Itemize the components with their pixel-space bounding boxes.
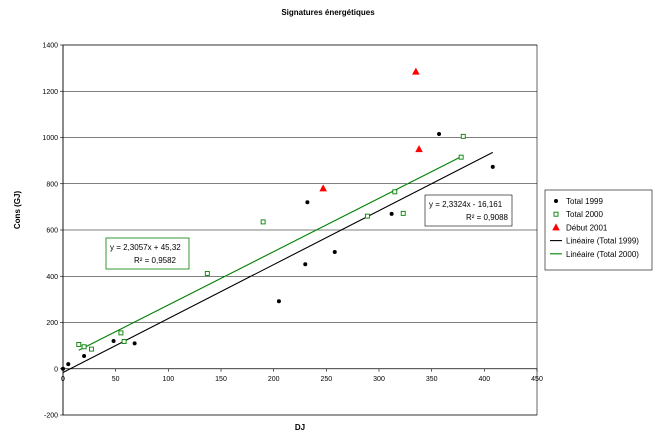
r-squared-1999: R² = 0,9088: [466, 213, 509, 222]
data-point: [121, 339, 127, 344]
data-point: [437, 132, 442, 137]
legend-entry: Linéaire (Total 2000): [566, 250, 639, 259]
legend-entry: Total 1999: [566, 197, 603, 206]
y-tick-label: 1200: [42, 89, 58, 96]
x-tick-label: 350: [426, 376, 438, 383]
data-point: [332, 249, 337, 254]
data-point: [118, 330, 124, 336]
x-axis-ticks: 0 50 100 150 200 250 300 350 400 450: [61, 368, 543, 383]
equation-2000: y = 2,3057x + 45,32: [110, 243, 181, 252]
y-tick-label: 600: [46, 228, 58, 235]
y-axis-ticks: -200 0 200 400 600 800 1000 1200 1400: [42, 43, 63, 420]
data-point: [490, 164, 495, 169]
r-squared-2000: R² = 0,9582: [134, 256, 177, 265]
x-tick-label: 200: [268, 376, 280, 383]
y-tick-label: 0: [54, 366, 58, 373]
x-tick-label: 0: [61, 376, 65, 383]
y-axis-label: Cons (GJ): [13, 191, 22, 230]
data-point: [76, 342, 82, 347]
trendlines: [62, 151, 494, 373]
data-point: [260, 219, 266, 225]
data-point: [132, 341, 137, 346]
x-tick-label: 400: [478, 376, 490, 383]
data-point: [305, 200, 310, 205]
legend-entry: Total 2000: [566, 210, 603, 219]
x-tick-label: 300: [373, 376, 385, 383]
data-point: [392, 189, 398, 195]
x-axis-label: DJ: [295, 423, 305, 432]
x-tick-label: 100: [162, 376, 174, 383]
data-point: [389, 211, 394, 216]
y-tick-label: 400: [46, 274, 58, 281]
data-point: [415, 145, 423, 153]
x-tick-label: 150: [215, 376, 227, 383]
data-point: [412, 67, 420, 75]
gridlines: [63, 44, 537, 416]
data-point: [61, 366, 65, 371]
data-point: [276, 299, 281, 304]
data-point: [111, 339, 116, 343]
data-point: [303, 262, 308, 267]
legend-swatch: [552, 223, 560, 231]
data-point: [82, 354, 87, 359]
equation-box-2000: y = 2,3057x + 45,32 R² = 0,9582: [105, 237, 190, 270]
legend-swatch: [554, 199, 558, 203]
data-point: [204, 271, 210, 276]
data-point: [400, 210, 406, 216]
data-points: [61, 67, 495, 371]
data-point: [88, 346, 94, 352]
equation-box-1999: y = 2,3324x - 16,161 R² = 0,9088: [424, 194, 513, 227]
y-tick-label: 1000: [42, 135, 58, 142]
chart-title: Signatures énergétiques: [281, 8, 375, 17]
x-tick-label: 50: [112, 376, 120, 383]
equation-1999: y = 2,3324x - 16,161: [429, 200, 503, 209]
legend-entry: Linéaire (Total 1999): [566, 237, 639, 246]
x-tick-label: 250: [320, 376, 332, 383]
trendline: [78, 155, 464, 351]
y-tick-label: 800: [46, 181, 58, 188]
legend-entry: Début 2001: [566, 223, 608, 232]
trendline: [62, 151, 494, 373]
y-tick-label: 1400: [42, 43, 58, 50]
data-point: [319, 184, 327, 192]
y-tick-label: 200: [46, 320, 58, 327]
data-point: [460, 133, 466, 139]
legend: Total 1999 Total 2000 Début 2001 Linéaire (…: [544, 189, 653, 271]
data-point: [81, 344, 87, 350]
y-tick-label: -200: [44, 413, 58, 420]
x-tick-label: 450: [531, 376, 543, 383]
data-point: [66, 362, 71, 367]
data-point: [458, 154, 464, 160]
data-point: [364, 213, 370, 219]
legend-swatch: [553, 211, 559, 217]
